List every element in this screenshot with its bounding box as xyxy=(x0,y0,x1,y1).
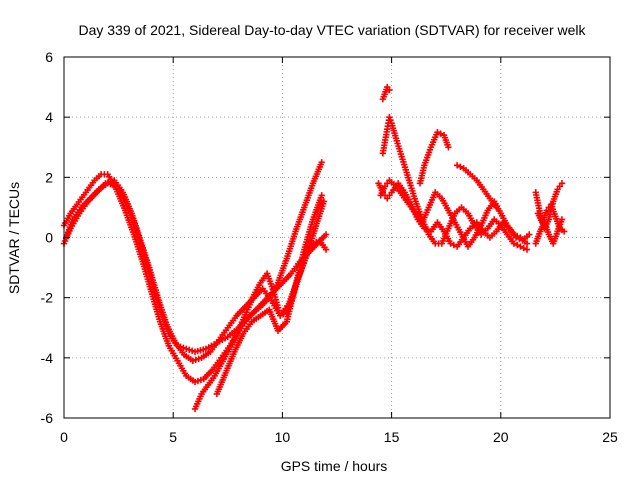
series-track-11 xyxy=(379,83,393,103)
data-point xyxy=(445,144,452,151)
y-tick-label: -6 xyxy=(41,410,54,426)
y-tick-label: -4 xyxy=(41,350,54,366)
series-track-3 xyxy=(60,177,328,365)
x-axis-label: GPS time / hours xyxy=(281,458,388,474)
series-track-10 xyxy=(453,162,500,211)
series-track-8 xyxy=(375,180,533,250)
series-track-13 xyxy=(532,216,566,247)
data-point xyxy=(525,231,533,238)
series-track-14 xyxy=(534,201,568,235)
series-track-9 xyxy=(416,129,452,187)
data-point xyxy=(322,231,330,238)
data-point xyxy=(322,246,330,253)
x-tick-label: 10 xyxy=(275,429,291,445)
tick-layer: 0 5 10 15 20 25 -6 -4 -2 0 2 4 6 xyxy=(41,49,618,445)
data-point xyxy=(513,241,521,249)
chart-title: Day 339 of 2021, Sidereal Day-to-day VTE… xyxy=(78,22,586,38)
series-layer xyxy=(60,83,568,413)
y-tick-label: 0 xyxy=(45,230,53,246)
data-point xyxy=(318,159,325,166)
data-point xyxy=(318,192,325,199)
data-point xyxy=(386,113,393,121)
series-track-5 xyxy=(213,192,325,398)
data-point xyxy=(447,240,454,247)
data-point xyxy=(320,198,328,205)
data-point xyxy=(387,116,394,124)
data-point xyxy=(558,216,566,223)
y-tick-label: -2 xyxy=(41,290,54,306)
x-tick-label: 0 xyxy=(60,429,68,445)
x-tick-label: 25 xyxy=(602,429,618,445)
y-tick-label: 4 xyxy=(45,109,53,125)
x-tick-label: 5 xyxy=(169,429,177,445)
y-axis-label: SDTVAR / TECUs xyxy=(6,182,22,294)
data-point xyxy=(560,228,568,235)
data-point xyxy=(516,235,523,243)
data-point xyxy=(309,240,317,247)
data-point xyxy=(277,312,284,319)
data-point xyxy=(386,86,393,94)
series-track-6 xyxy=(379,113,531,253)
data-point xyxy=(520,244,527,252)
data-point xyxy=(437,130,444,137)
y-tick-label: 2 xyxy=(45,169,53,185)
series-track-4 xyxy=(191,237,330,413)
data-point xyxy=(512,234,520,241)
data-point xyxy=(517,243,524,250)
x-tick-label: 20 xyxy=(493,429,509,445)
data-point xyxy=(523,246,531,253)
data-point xyxy=(493,204,500,211)
data-point xyxy=(510,240,518,247)
data-point xyxy=(523,240,531,247)
grid-layer xyxy=(64,57,610,418)
y-tick-label: 6 xyxy=(45,49,53,65)
data-point xyxy=(434,129,441,136)
data-point xyxy=(558,180,566,187)
data-point xyxy=(457,163,464,171)
x-tick-label: 15 xyxy=(384,429,400,445)
data-point xyxy=(421,225,428,232)
data-point xyxy=(453,162,461,169)
